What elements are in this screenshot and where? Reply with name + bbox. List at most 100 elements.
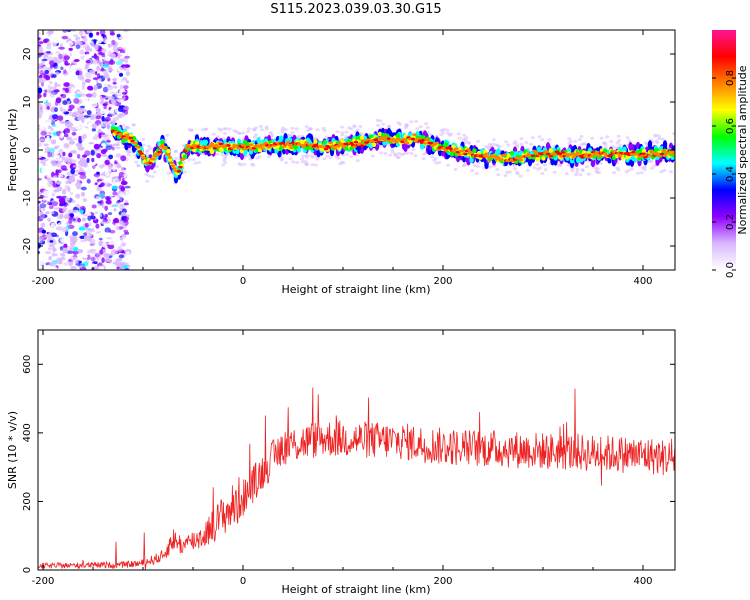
spectrogram-cell — [395, 133, 401, 138]
x-tick-label: 400 — [633, 576, 652, 587]
spectrogram-cell — [91, 61, 99, 65]
spectrogram-cell — [43, 38, 48, 44]
spectrogram-cell — [44, 111, 51, 115]
spectrogram-cell — [263, 141, 269, 145]
spectrogram-cell — [470, 169, 475, 173]
spectrogram-cell — [575, 151, 581, 155]
spectrogram-cell — [102, 129, 107, 132]
spectrogram-cell — [83, 213, 88, 217]
spectrogram-cell — [579, 135, 584, 138]
spectrogram-cell — [119, 192, 125, 198]
spectrogram-cell — [88, 142, 95, 145]
spectrogram-cell — [166, 171, 171, 175]
spectrogram-cell — [622, 146, 627, 153]
spectrogram-cell — [78, 60, 84, 64]
x-tick-label: 0 — [240, 276, 246, 287]
spectrogram-cell — [313, 139, 318, 144]
spectrogram-cell — [127, 148, 132, 152]
spectrogram-cell — [221, 163, 226, 167]
spectrogram-cell — [66, 98, 71, 102]
spectrogram-cell — [114, 196, 121, 201]
spectrogram-cell — [381, 122, 385, 126]
spectrogram-cell — [106, 132, 111, 139]
spectrogram-cell — [122, 265, 128, 269]
spectrogram-cell — [349, 155, 354, 159]
spectrogram-cell — [300, 157, 304, 161]
spectrogram-cell — [615, 141, 620, 145]
spectrogram-cell — [48, 60, 55, 66]
spectrogram-cell — [349, 127, 354, 131]
spectrogram-cell — [41, 167, 45, 174]
spectrogram-cell — [83, 115, 91, 118]
spectrogram-cell — [76, 42, 84, 45]
spectrogram-cell — [448, 147, 453, 150]
spectrogram-cell — [654, 133, 659, 137]
spectrogram-cell — [457, 153, 462, 156]
spectrogram-cell — [72, 165, 78, 168]
spectrogram-cell — [47, 84, 52, 91]
spectrogram-cell — [290, 131, 295, 134]
spectrogram-cell — [38, 93, 42, 99]
spectrogram-cell — [63, 55, 70, 61]
spectrogram-cell — [58, 46, 65, 50]
spectrogram-cell — [215, 152, 220, 156]
spectrogram-cell — [352, 145, 357, 148]
spectrogram-cell — [38, 239, 43, 244]
spectrogram-cell — [87, 221, 92, 227]
spectrogram-cell — [110, 249, 118, 255]
spectrogram-cell — [74, 79, 80, 84]
spectrogram-cell — [122, 92, 127, 95]
spectrogram-cell — [340, 133, 345, 137]
spectrogram-cell — [304, 141, 309, 144]
spectrogram-cell — [73, 189, 79, 193]
spectrogram-cell — [38, 63, 43, 67]
spectrogram-cell — [173, 150, 178, 154]
spectrogram-cell — [94, 182, 98, 186]
spectrogram-cell — [117, 77, 122, 82]
spectrogram-cell — [105, 199, 112, 205]
spectrogram-cell — [636, 171, 641, 175]
spectrogram-cell — [101, 56, 105, 60]
spectrogram-cell — [46, 43, 52, 50]
spectrogram-cell — [46, 31, 52, 35]
spectrogram-cell — [141, 137, 146, 141]
spectrogram-cell — [107, 114, 113, 117]
x-tick-label: -200 — [32, 576, 55, 587]
spectrogram-cell — [93, 39, 97, 44]
spectrogram-cell — [314, 147, 320, 150]
spectrogram-cell — [383, 152, 388, 155]
spectrogram-cell — [74, 94, 81, 98]
spectrogram-cell — [63, 128, 71, 134]
spectrogram-cell — [476, 165, 480, 168]
spectrogram-cell — [87, 207, 91, 213]
spectrogram-cell — [547, 138, 552, 142]
spectrogram-cell — [453, 168, 458, 171]
spectrogram-cell — [359, 135, 365, 141]
spectrogram-cell — [119, 84, 124, 90]
spectrogram-cell — [38, 236, 45, 241]
spectrogram-cell — [96, 171, 100, 175]
spectrogram-cell — [103, 215, 108, 219]
spectrogram-cell — [43, 190, 51, 197]
spectrogram-cell — [193, 161, 198, 165]
spectrogram-cell — [294, 127, 299, 131]
spectrogram-cell — [567, 137, 572, 141]
spectrogram-cell — [73, 173, 78, 177]
spectrogram-cell — [418, 125, 423, 129]
spectrogram-cell — [390, 150, 395, 154]
spectrogram-cell — [121, 138, 126, 144]
spectrogram-cell — [639, 171, 644, 175]
spectrogram-cell — [413, 154, 418, 158]
spectrogram-cell — [469, 156, 474, 164]
spectrogram-cell — [560, 151, 566, 154]
spectrogram-cell — [530, 154, 536, 158]
spectrogram-cell — [108, 154, 114, 160]
spectrogram-cell — [505, 170, 510, 174]
spectrogram-cell — [108, 194, 113, 198]
spectrogram-cell — [54, 145, 61, 148]
spectrogram-cell — [106, 182, 112, 188]
spectrogram-cell — [82, 198, 87, 202]
spectrogram-cell — [529, 142, 534, 146]
spectrogram-cell — [40, 131, 47, 136]
